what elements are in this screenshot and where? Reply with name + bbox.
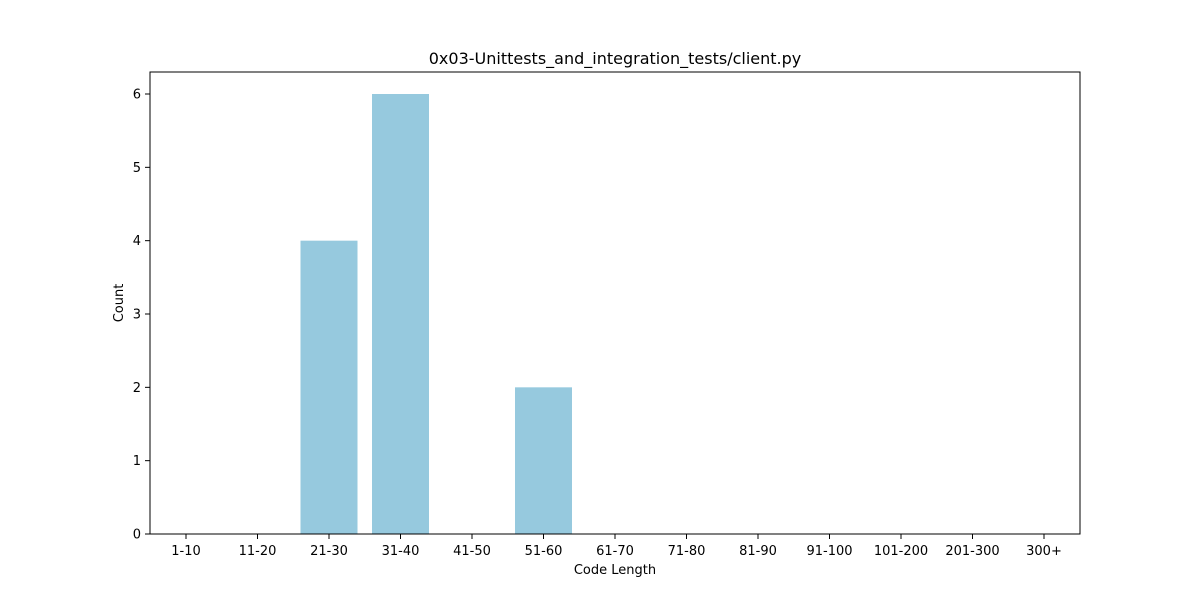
y-tick-label: 0 — [133, 528, 141, 543]
plot-frame — [149, 71, 1081, 535]
x-tick-label: 101-200 — [874, 544, 928, 559]
x-tick-label: 41-50 — [453, 544, 491, 559]
y-tick-label: 5 — [133, 161, 141, 176]
x-tick-label: 91-100 — [806, 544, 852, 559]
x-tick-label: 61-70 — [596, 544, 634, 559]
bar-21-30 — [300, 240, 358, 535]
x-tick-label: 201-300 — [945, 544, 999, 559]
x-tick-label: 71-80 — [668, 544, 706, 559]
x-axis: 1-10 11-20 21-30 31-40 41-50 51-60 61-70 71-80 8… — [171, 534, 1062, 559]
x-tick-label: 11-20 — [239, 544, 277, 559]
bar-31-40 — [372, 94, 429, 534]
y-tick-label: 2 — [133, 381, 141, 396]
y-tick-label: 3 — [133, 308, 141, 323]
bars-layer — [300, 94, 572, 535]
y-tick-label: 4 — [133, 234, 141, 249]
y-tick-label: 6 — [133, 88, 141, 103]
x-tick-label: 51-60 — [525, 544, 563, 559]
y-axis: 0 1 2 3 4 5 6 — [133, 88, 150, 543]
x-axis-label: Code Length — [574, 563, 656, 578]
bar-51-60 — [515, 387, 572, 534]
y-tick-label: 1 — [133, 454, 141, 469]
x-tick-label: 300+ — [1026, 544, 1062, 559]
x-tick-label: 31-40 — [382, 544, 420, 559]
x-tick-label: 1-10 — [171, 544, 201, 559]
chart-title: 0x03-Unittests_and_integration_tests/cli… — [429, 49, 802, 69]
y-axis-label: Count — [112, 284, 127, 323]
x-tick-label: 81-90 — [739, 544, 777, 559]
x-tick-label: 21-30 — [310, 544, 348, 559]
